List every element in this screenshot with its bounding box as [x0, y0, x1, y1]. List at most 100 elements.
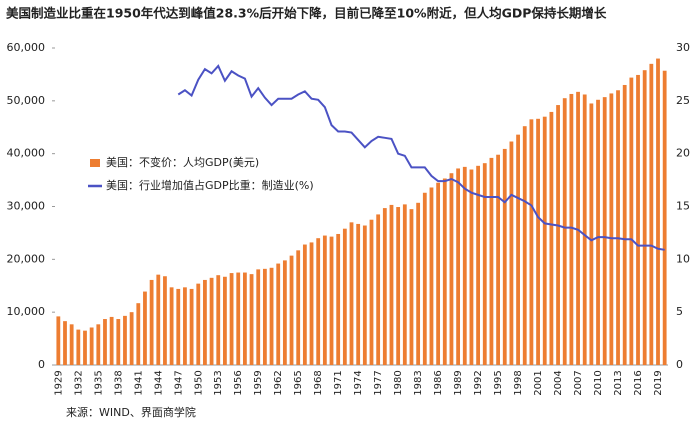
- x-tick-label: 1992: [473, 370, 484, 395]
- bar: [576, 91, 580, 365]
- bar: [176, 288, 181, 365]
- bar: [329, 236, 334, 365]
- y-tick-label: 20,000: [7, 252, 46, 265]
- y-tick-label: 50,000: [7, 94, 46, 107]
- bar: [242, 272, 247, 365]
- bar: [396, 207, 401, 365]
- bar: [83, 330, 87, 365]
- bar: [556, 105, 560, 365]
- bar: [522, 126, 527, 366]
- bar: [409, 209, 414, 365]
- y2-tick-label: 0: [676, 358, 683, 371]
- bar: [496, 154, 500, 365]
- legend-label: 美国：不变价：人均GDP(美元): [106, 155, 259, 169]
- bar: [103, 319, 107, 365]
- bar: [616, 90, 620, 366]
- source: 来源：WIND、界面商学院: [66, 405, 196, 419]
- bar: [123, 315, 127, 365]
- bar: [389, 204, 394, 365]
- bar: [582, 94, 587, 365]
- bar: [209, 277, 214, 365]
- x-tick-label: 1968: [313, 370, 324, 395]
- x-tick-label: 2007: [573, 370, 584, 395]
- bar: [309, 242, 314, 365]
- x-tick-label: 1953: [213, 370, 224, 395]
- bar: [649, 63, 654, 365]
- y2-tick-label: 25: [676, 94, 690, 107]
- bar: [662, 70, 667, 366]
- y2-tick-label: 30: [676, 41, 690, 54]
- bar: [96, 324, 101, 365]
- y-tick-label: 10,000: [7, 305, 46, 318]
- x-tick-label: 1956: [233, 370, 244, 395]
- x-tick-label: 1950: [193, 370, 204, 395]
- bar: [322, 235, 327, 365]
- bar: [276, 263, 281, 365]
- x-tick-label: 1974: [353, 370, 364, 395]
- bar: [562, 98, 567, 366]
- bar: [229, 273, 234, 365]
- y2-tick-label: 10: [676, 252, 690, 265]
- bar: [336, 233, 341, 365]
- y-tick-label: 60,000: [7, 41, 46, 54]
- x-tick-label: 1941: [133, 370, 144, 395]
- x-tick-label: 1944: [153, 370, 164, 395]
- x-tick-label: 1962: [273, 370, 284, 395]
- bar: [536, 118, 540, 366]
- bar: [502, 148, 507, 365]
- bar: [416, 202, 421, 365]
- x-tick-label: 2016: [633, 370, 644, 395]
- x-tick-label: 1977: [373, 370, 384, 395]
- bar: [356, 223, 361, 365]
- x-tick-label: 1959: [253, 370, 264, 395]
- bar: [136, 303, 141, 365]
- bar: [156, 274, 161, 365]
- legend-label: 美国：行业增加值占GDP比重：制造业(%): [106, 178, 314, 192]
- x-tick-label: 2013: [613, 370, 624, 395]
- bar: [422, 192, 427, 365]
- bar: [622, 84, 627, 365]
- bar: [482, 163, 487, 365]
- bar: [609, 93, 614, 365]
- x-tick-label: 2019: [653, 370, 664, 395]
- x-tick-label: 1986: [433, 370, 444, 395]
- bar: [436, 182, 441, 365]
- x-tick-label: 1989: [453, 370, 464, 395]
- bar: [183, 287, 187, 365]
- bar: [376, 214, 381, 365]
- bar: [149, 279, 154, 365]
- bar: [462, 166, 467, 365]
- bar: [656, 58, 660, 366]
- x-tick-label: 1932: [73, 370, 84, 395]
- bar: [629, 77, 634, 365]
- x-tick-label: 2004: [553, 370, 564, 395]
- x-tick-label: 1935: [93, 370, 104, 395]
- bar: [362, 225, 367, 365]
- x-tick-label: 1938: [113, 370, 124, 395]
- y2-tick-label: 5: [676, 305, 683, 318]
- bar: [642, 70, 647, 365]
- bar: [289, 255, 294, 365]
- bar: [569, 93, 574, 365]
- bar: [442, 178, 447, 365]
- bar: [169, 287, 174, 365]
- bar: [382, 208, 387, 365]
- bar: [256, 269, 261, 365]
- line: [177, 64, 665, 251]
- bar: [249, 274, 254, 365]
- bar: [116, 319, 121, 365]
- bar: [223, 276, 227, 365]
- bar: [516, 134, 520, 365]
- bar: [636, 74, 640, 365]
- bar: [236, 272, 241, 365]
- bar: [143, 291, 147, 365]
- bar: [449, 173, 454, 365]
- bar: [262, 268, 267, 365]
- bar: [589, 103, 594, 365]
- bar: [316, 238, 321, 365]
- bar: [63, 321, 67, 365]
- x-tick-label: 1929: [53, 370, 64, 395]
- bar: [269, 267, 274, 365]
- bar: [109, 316, 114, 365]
- bar: [89, 327, 94, 365]
